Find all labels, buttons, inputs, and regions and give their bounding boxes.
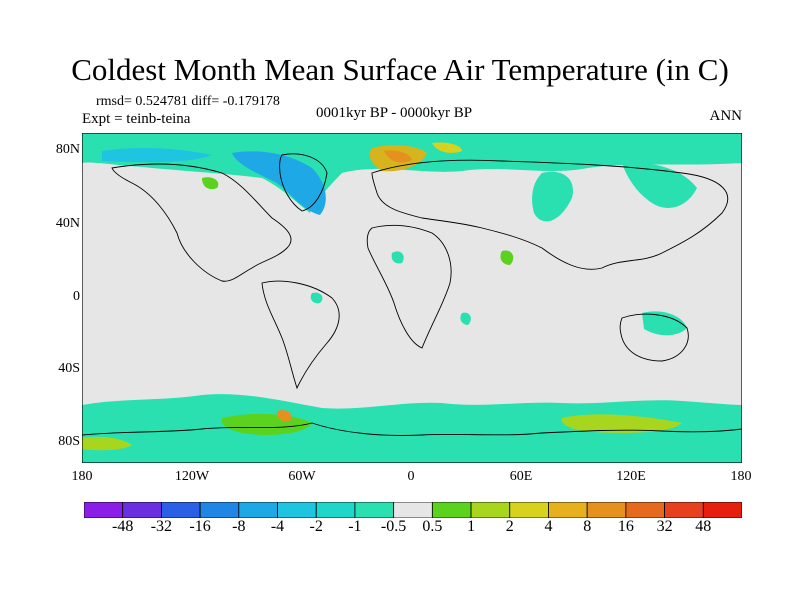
kara-warm-patch: [432, 142, 462, 153]
stats-line: rmsd= 0.524781 diff= -0.179178: [96, 94, 280, 109]
colorbar-label: -16: [189, 518, 211, 535]
colorbar-swatch-13: [586, 502, 627, 518]
lat-label-40n: 40N: [55, 216, 80, 231]
colorbar-swatch-8: [393, 502, 433, 518]
colorbar-swatch-10: [470, 502, 511, 518]
colorbar-label: 1: [467, 518, 476, 535]
colorbar-swatch-4: [238, 502, 278, 518]
colorbar-label: -4: [270, 518, 285, 535]
colorbar-swatch-11: [509, 502, 549, 518]
colorbar-label: 0.5: [422, 518, 443, 535]
north-america-coast: [111, 163, 292, 282]
lon-label-120e: 120E: [616, 469, 646, 484]
coastlines: [82, 153, 742, 436]
anomaly-fields: [82, 133, 742, 463]
colorbar-swatch-9: [431, 502, 472, 518]
colorbar-swatch-12: [548, 502, 588, 518]
siberia-cool-patch: [532, 171, 573, 222]
lat-label-80s: 80S: [58, 434, 80, 449]
colorbar: [84, 502, 742, 518]
colorbar-label: -32: [150, 518, 173, 535]
lon-label-180e: 180: [730, 469, 752, 484]
east-africa-cool-patch: [460, 312, 471, 325]
experiment-line: Expt = teinb-teina: [82, 111, 191, 127]
colorbar-label: 16: [617, 518, 634, 535]
colorbar-swatch-1: [122, 502, 162, 518]
colorbar-label: 32: [656, 518, 673, 535]
africa-coast: [366, 224, 452, 349]
lon-label-0: 0: [407, 469, 415, 484]
australia-coast: [619, 313, 689, 362]
south-america-coast: [261, 280, 340, 390]
eurasia-coast: [371, 159, 728, 270]
colorbar-swatch-6: [315, 502, 356, 518]
colorbar-label: 2: [505, 518, 514, 535]
colorbar-label: -48: [112, 518, 134, 535]
colorbar-label: -2: [309, 518, 323, 535]
greenland-cold-patch: [232, 151, 326, 215]
ross-warm-patch: [82, 436, 132, 451]
period-line: 0001kyr BP - 0000kyr BP: [316, 105, 473, 121]
colorbar-label: 4: [544, 518, 553, 535]
alaska-cold-patch: [102, 148, 212, 163]
colorbar-swatch-3: [199, 502, 240, 518]
colorbar-label: -1: [348, 518, 362, 535]
lat-label-40s: 40S: [58, 361, 80, 376]
colorbar-swatch-7: [354, 502, 395, 518]
colorbar-swatch-0: [84, 502, 124, 518]
peninsula-hot-core: [276, 410, 292, 422]
australia-cool-patch: [642, 311, 687, 336]
colorbar-label: 48: [695, 518, 712, 535]
amazon-cool-patch: [310, 292, 323, 304]
colorbar-swatch-14: [625, 502, 665, 518]
colorbar-label: -8: [232, 518, 246, 535]
east-antarctica-warm-patch: [561, 414, 682, 433]
season-label: ANN: [709, 108, 743, 124]
lon-label-120w: 120W: [174, 469, 210, 484]
lat-label-0: 0: [73, 289, 80, 304]
colorbar-label: 8: [583, 518, 592, 535]
east-siberia-cool-patch: [622, 162, 697, 208]
colorbar-swatch-15: [664, 502, 704, 518]
antarctica-coast: [82, 422, 742, 436]
colorbar-label: -0.5: [380, 518, 407, 535]
lon-label-60w: 60W: [288, 469, 316, 484]
arabia-warm-patch: [500, 250, 514, 265]
plot-title: Coldest Month Mean Surface Air Temperatu…: [71, 52, 729, 87]
greenland-coast: [279, 153, 328, 212]
lat-label-80n: 80N: [55, 142, 80, 157]
africa-cool-patch: [391, 251, 404, 264]
colorbar-swatch-2: [161, 502, 201, 518]
colorbar-swatch-5: [277, 502, 317, 518]
southern-ocean-cool-band: [82, 394, 742, 463]
barents-hot-core: [384, 150, 412, 163]
canada-warm-patch: [202, 177, 219, 190]
lon-label-180w: 180: [71, 469, 93, 484]
lon-label-60e: 60E: [509, 469, 533, 484]
colorbar-swatch-16: [702, 502, 742, 518]
temperature-anomaly-map: [82, 133, 742, 463]
